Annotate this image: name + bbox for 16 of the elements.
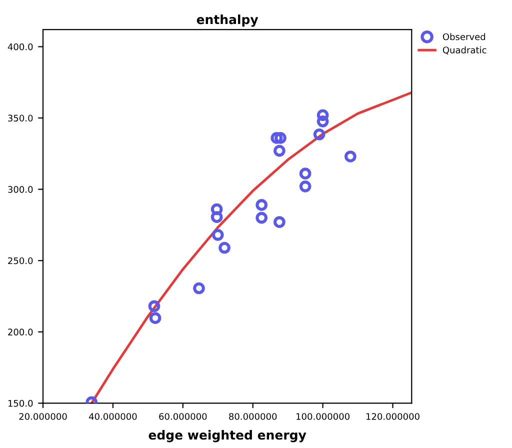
x-tick-label: 120.000000 (366, 413, 420, 420)
x-axis-title: edge weighted energy (148, 430, 306, 442)
x-tick-label: 80.000000 (229, 413, 277, 420)
legend-label: Quadratic (442, 46, 486, 54)
x-tick-label: 40.000000 (88, 413, 137, 420)
x-tick-label: 20.000000 (19, 413, 67, 420)
legend-label: Observed (442, 33, 486, 40)
x-tick-label: 100.000000 (296, 413, 350, 420)
y-tick-label: 150.0 (8, 400, 33, 407)
chart-title: enthalpy (196, 14, 258, 27)
y-tick-label: 300.0 (8, 186, 33, 193)
y-tick-label: 400.0 (8, 43, 33, 50)
x-tick-label: 60.000000 (159, 413, 207, 420)
y-tick-label: 250.0 (8, 257, 33, 264)
y-tick-label: 200.0 (8, 328, 33, 336)
y-tick-label: 350.0 (8, 114, 33, 122)
